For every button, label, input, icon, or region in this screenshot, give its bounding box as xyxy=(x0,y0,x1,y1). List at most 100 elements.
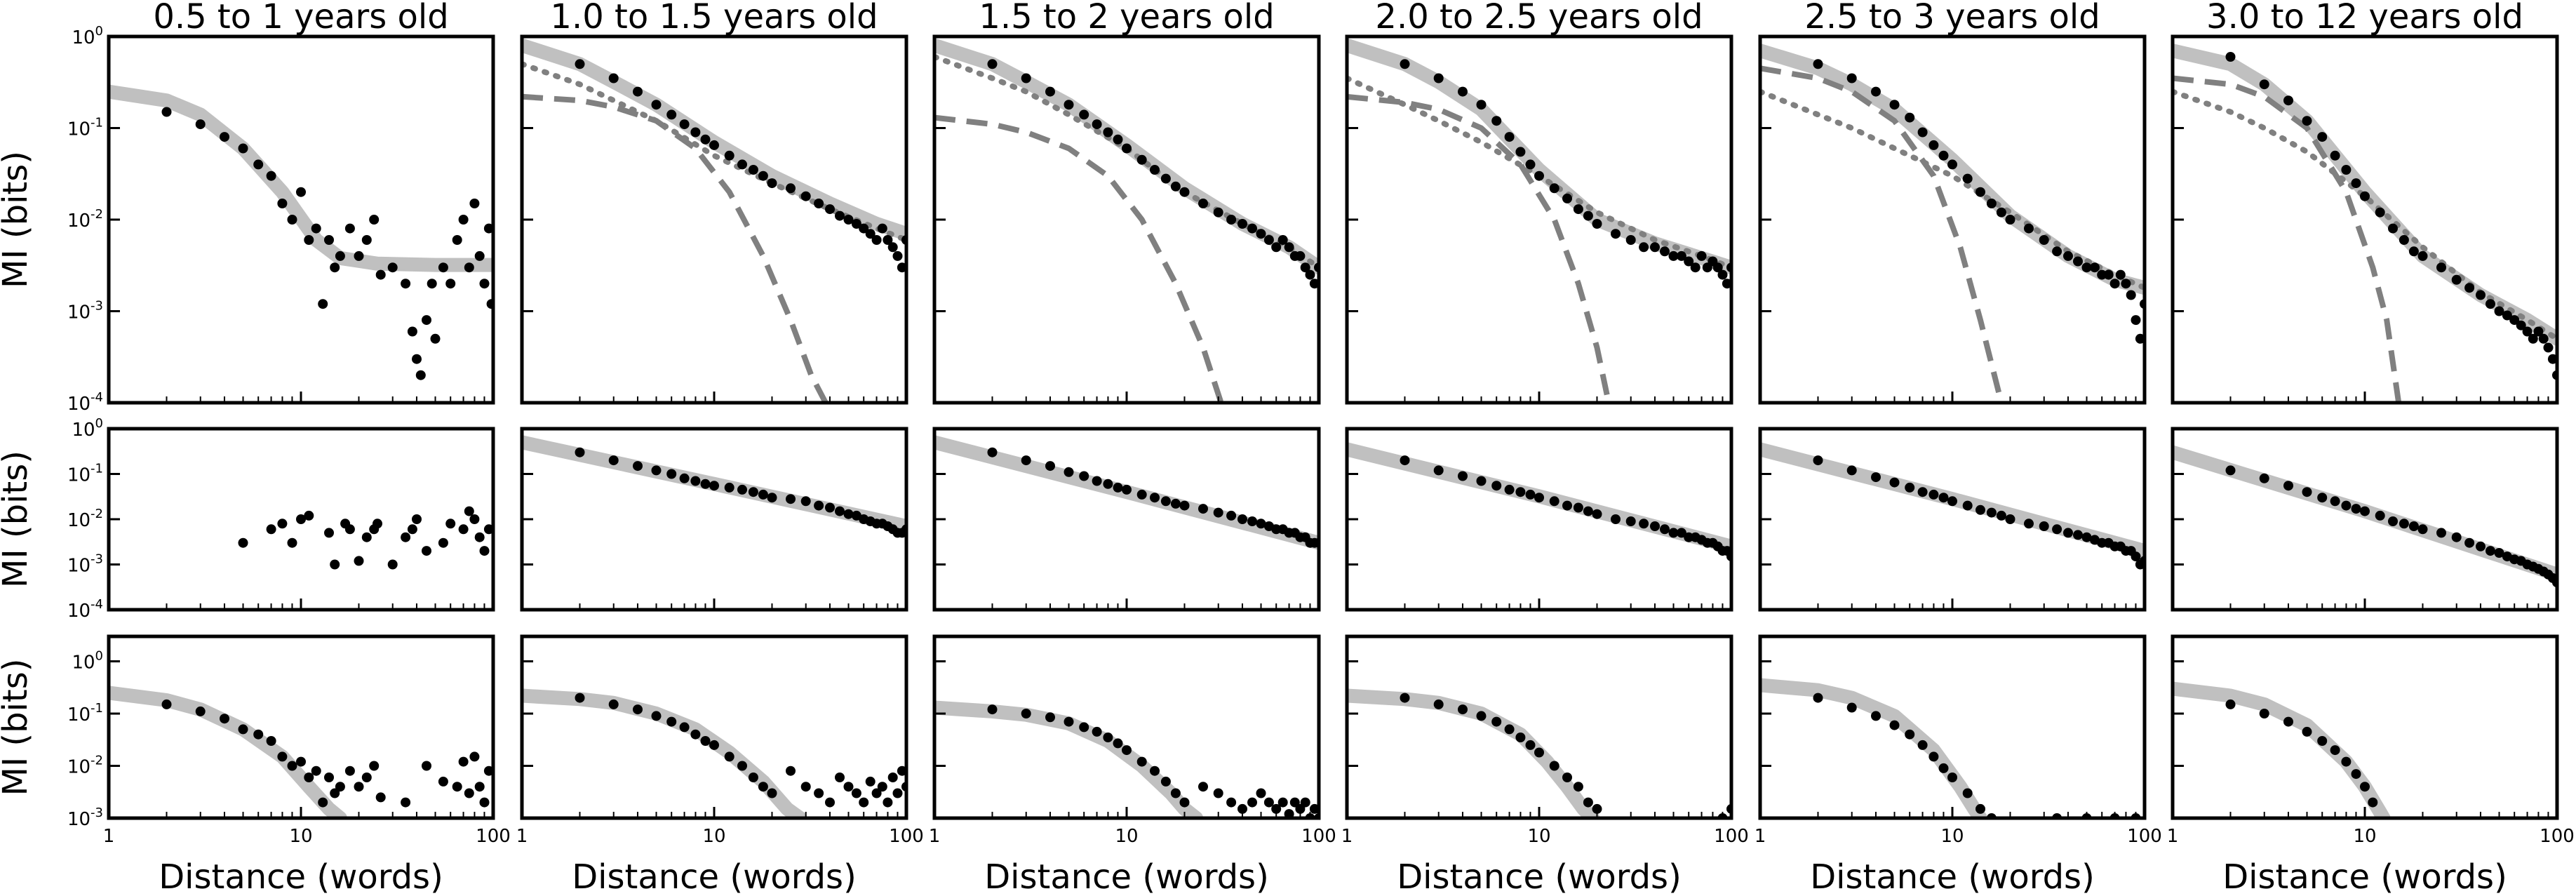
data-point xyxy=(1650,521,1660,531)
data-point xyxy=(427,279,437,289)
data-point xyxy=(1846,73,1857,83)
data-point xyxy=(458,215,469,225)
data-point xyxy=(330,262,340,273)
data-point xyxy=(1722,279,1731,289)
y-axis-label: MI (bits) xyxy=(0,659,35,796)
data-point xyxy=(1962,500,1973,511)
data-point xyxy=(1247,516,1257,526)
data-point xyxy=(1712,262,1723,273)
data-point xyxy=(1928,140,1939,150)
y-tick-label: 10-1 xyxy=(67,116,103,140)
data-point xyxy=(1092,726,1102,737)
row-y-labels: MI (bits) MI (bits) MI (bits) xyxy=(0,151,35,796)
data-point xyxy=(2039,521,2049,531)
data-point xyxy=(666,716,677,727)
data-point xyxy=(2063,528,2073,538)
data-point xyxy=(1975,504,1985,515)
data-point xyxy=(1237,514,1247,524)
data-point xyxy=(1122,745,1132,756)
data-point xyxy=(1113,134,1123,145)
data-point xyxy=(1889,477,1900,488)
data-point xyxy=(1271,242,1282,253)
data-point xyxy=(412,514,422,524)
panel-frame xyxy=(107,427,495,612)
data-point xyxy=(865,776,876,787)
data-point xyxy=(843,782,854,792)
data-point xyxy=(1668,250,1679,261)
data-point xyxy=(666,469,677,479)
data-point xyxy=(2330,745,2340,756)
data-point xyxy=(2121,279,2131,289)
data-point xyxy=(277,751,288,762)
data-point xyxy=(2024,519,2034,529)
data-point xyxy=(330,788,340,798)
data-point xyxy=(1213,207,1223,218)
panel-frame xyxy=(107,634,495,820)
data-point xyxy=(1573,782,1583,792)
data-point xyxy=(1198,504,1208,514)
panel-frame xyxy=(1345,427,1733,612)
data-point xyxy=(361,773,372,782)
data-point xyxy=(361,532,372,542)
data-point xyxy=(1237,803,1247,814)
panel-frame xyxy=(1758,634,2147,820)
data-point xyxy=(987,59,998,69)
fit-total-line xyxy=(109,686,347,818)
data-point xyxy=(883,235,893,245)
data-point xyxy=(1136,489,1147,500)
data-point xyxy=(2476,290,2486,300)
plot-area xyxy=(1760,678,2141,818)
panel-title: 3.0 to 12 years old xyxy=(2206,0,2523,36)
data-point xyxy=(786,765,796,776)
y-tick-label: 10-2 xyxy=(67,207,103,232)
data-point xyxy=(1226,215,1237,225)
data-point xyxy=(287,537,297,548)
data-point xyxy=(1170,498,1181,509)
data-point xyxy=(2005,215,2015,225)
data-point xyxy=(679,722,690,733)
data-point xyxy=(354,782,364,792)
data-point xyxy=(2543,342,2554,353)
data-point xyxy=(2417,250,2428,261)
y-tick-label: 100 xyxy=(72,416,103,441)
data-point xyxy=(266,736,276,746)
data-point xyxy=(1491,481,1502,491)
data-point xyxy=(2436,528,2446,538)
data-point xyxy=(709,481,719,491)
data-point xyxy=(483,524,493,535)
data-point xyxy=(318,299,328,309)
data-point xyxy=(859,797,869,808)
data-point xyxy=(1295,250,1306,261)
data-point xyxy=(1871,472,1881,483)
data-point xyxy=(1247,223,1257,234)
data-point xyxy=(1515,147,1526,157)
data-point xyxy=(2081,262,2092,273)
x-axis-label: Distance (words) xyxy=(984,857,1269,896)
x-tick-label: 100 xyxy=(476,826,511,847)
data-point xyxy=(1150,165,1160,175)
data-point xyxy=(814,500,824,511)
data-point xyxy=(2388,516,2398,526)
data-point xyxy=(1491,716,1502,727)
data-point xyxy=(871,235,882,245)
data-point xyxy=(800,191,811,201)
panel: 1 10 100 xyxy=(2167,634,2575,847)
plot-area xyxy=(1347,442,1731,562)
x-tick-label: 1 xyxy=(1755,826,1766,847)
data-point xyxy=(161,699,172,709)
data-point xyxy=(1996,207,2006,218)
x-tick-label: 10 xyxy=(1527,826,1550,847)
y-tick-label: 10-1 xyxy=(67,462,103,486)
data-point xyxy=(1150,765,1160,776)
data-point xyxy=(330,559,340,570)
data-point xyxy=(1928,489,1939,500)
panel: 1 10 100 xyxy=(929,634,1336,847)
data-point xyxy=(633,461,643,472)
data-point xyxy=(304,510,314,521)
x-tick-label: 10 xyxy=(289,826,312,847)
data-point xyxy=(2225,52,2236,62)
fit-exponential-line xyxy=(934,114,1224,403)
data-point xyxy=(2103,269,2114,280)
data-point xyxy=(2317,132,2328,142)
data-point xyxy=(422,315,431,326)
